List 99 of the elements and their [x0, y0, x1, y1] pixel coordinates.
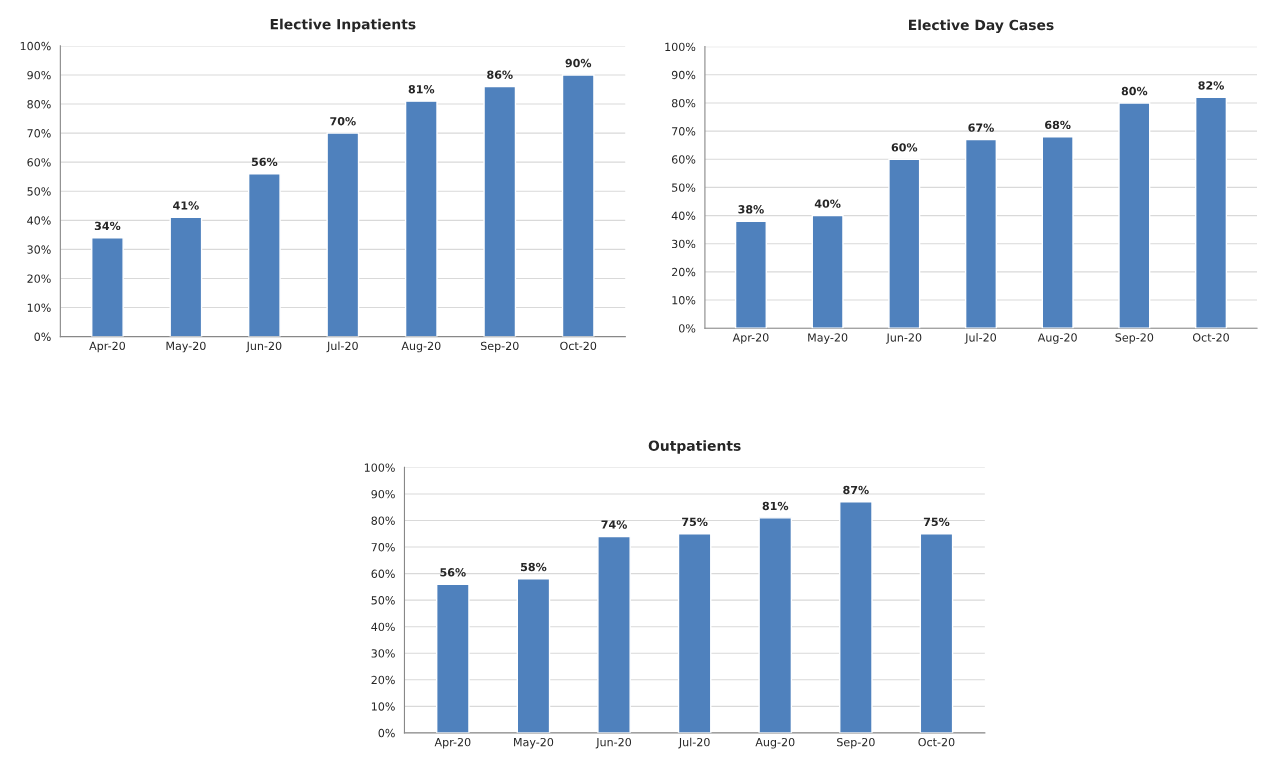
y-tick-label: 10%: [672, 296, 696, 305]
x-tick-label: Apr-20: [434, 737, 471, 749]
y-tick-label: 70%: [672, 127, 696, 136]
y-tick-label: 10%: [27, 303, 51, 312]
x-tick-label: Jun-20: [595, 737, 632, 749]
y-tick-label: 60%: [371, 569, 395, 578]
bar: [561, 74, 595, 337]
bar: [597, 535, 631, 733]
bar: [734, 220, 767, 329]
chart-title: Elective Day Cases: [909, 19, 1054, 33]
x-tick-label: Jun-20: [246, 341, 282, 353]
bar: [964, 138, 998, 329]
bar: [758, 517, 793, 733]
x-tick-label: Oct-20: [918, 737, 955, 747]
bar: [169, 216, 203, 337]
data-label: 70%: [330, 117, 356, 126]
x-tick-label: May-20: [166, 341, 206, 353]
y-tick-label: 30%: [672, 239, 696, 249]
y-tick-label: 80%: [671, 98, 696, 108]
y-tick-label: 0%: [378, 728, 395, 738]
data-label: 87%: [843, 485, 869, 495]
bar: [1118, 102, 1151, 329]
y-tick-label: 50%: [672, 183, 696, 192]
y-tick-label: 80%: [27, 100, 51, 109]
y-tick-label: 60%: [671, 155, 696, 164]
y-tick-label: 0%: [678, 324, 696, 333]
y-tick-label: 30%: [27, 245, 51, 254]
x-tick-label: Sep-20: [1115, 333, 1154, 344]
x-tick-label: Jun-20: [885, 333, 922, 344]
y-tick-label: 40%: [27, 216, 51, 225]
y-tick-label: 40%: [371, 622, 395, 632]
y-tick-label: 30%: [371, 649, 395, 658]
x-tick-label: Aug-20: [401, 341, 441, 353]
x-tick-label: Jul-20: [326, 341, 358, 353]
bar: [1041, 136, 1074, 329]
bar: [326, 132, 360, 337]
x-tick-label: Aug-20: [1037, 333, 1077, 344]
data-label: 81%: [762, 501, 789, 511]
x-tick-label: Sep-20: [480, 341, 519, 353]
data-label: 86%: [487, 70, 513, 79]
y-tick-label: 0%: [34, 332, 51, 341]
chart-title: Outpatients: [648, 440, 741, 454]
y-tick-label: 40%: [671, 211, 696, 220]
bar: [404, 100, 438, 337]
bar: [888, 158, 921, 329]
y-tick-label: 100%: [20, 41, 51, 51]
bar: [436, 583, 470, 733]
bar: [516, 578, 551, 733]
x-tick-label: Sep-20: [837, 737, 875, 749]
y-tick-label: 70%: [371, 543, 395, 552]
y-tick-label: 100%: [665, 42, 696, 52]
bar: [247, 173, 281, 337]
y-tick-label: 50%: [27, 187, 51, 196]
data-label: 56%: [251, 157, 278, 167]
y-tick-label: 20%: [672, 267, 696, 277]
x-tick-label: Jul-20: [964, 333, 997, 344]
y-tick-label: 90%: [27, 70, 51, 80]
x-tick-label: Jul-20: [678, 737, 710, 749]
data-label: 58%: [520, 562, 547, 572]
x-tick-label: Apr-20: [89, 341, 126, 353]
data-label: 90%: [565, 58, 592, 68]
x-tick-label: May-20: [808, 333, 848, 344]
y-tick-label: 90%: [371, 489, 395, 499]
bar: [919, 533, 954, 733]
bar: [91, 237, 124, 337]
data-label: 80%: [1121, 86, 1148, 96]
y-tick-label: 20%: [27, 274, 51, 283]
y-tick-label: 80%: [371, 516, 395, 525]
chart-title: Elective Inpatients: [270, 18, 416, 33]
data-label: 75%: [923, 517, 950, 527]
data-label: 74%: [601, 520, 627, 529]
bar: [839, 501, 873, 733]
y-tick-label: 50%: [371, 596, 395, 605]
y-tick-label: 70%: [27, 129, 51, 138]
data-label: 81%: [408, 85, 435, 94]
y-tick-label: 60%: [27, 158, 51, 167]
data-label: 41%: [173, 201, 199, 210]
x-tick-label: Apr-20: [732, 333, 769, 344]
data-label: 67%: [968, 123, 994, 132]
data-label: 82%: [1198, 81, 1224, 90]
bar: [1194, 96, 1228, 329]
data-label: 40%: [814, 199, 841, 208]
data-label: 34%: [94, 221, 121, 231]
data-label: 75%: [682, 517, 708, 527]
y-tick-label: 20%: [371, 675, 395, 685]
x-tick-label: Aug-20: [755, 737, 795, 749]
y-tick-label: 10%: [371, 702, 395, 711]
x-tick-label: Oct-20: [560, 341, 597, 351]
data-label: 68%: [1045, 120, 1071, 130]
bar: [811, 214, 844, 329]
data-label: 56%: [440, 568, 466, 577]
data-label: 38%: [738, 205, 764, 214]
y-tick-label: 100%: [364, 463, 395, 472]
bar: [677, 533, 712, 733]
x-tick-label: Oct-20: [1192, 333, 1229, 342]
y-tick-label: 90%: [671, 70, 696, 80]
bar: [483, 85, 517, 337]
data-label: 60%: [891, 143, 918, 152]
x-tick-label: May-20: [514, 737, 554, 749]
